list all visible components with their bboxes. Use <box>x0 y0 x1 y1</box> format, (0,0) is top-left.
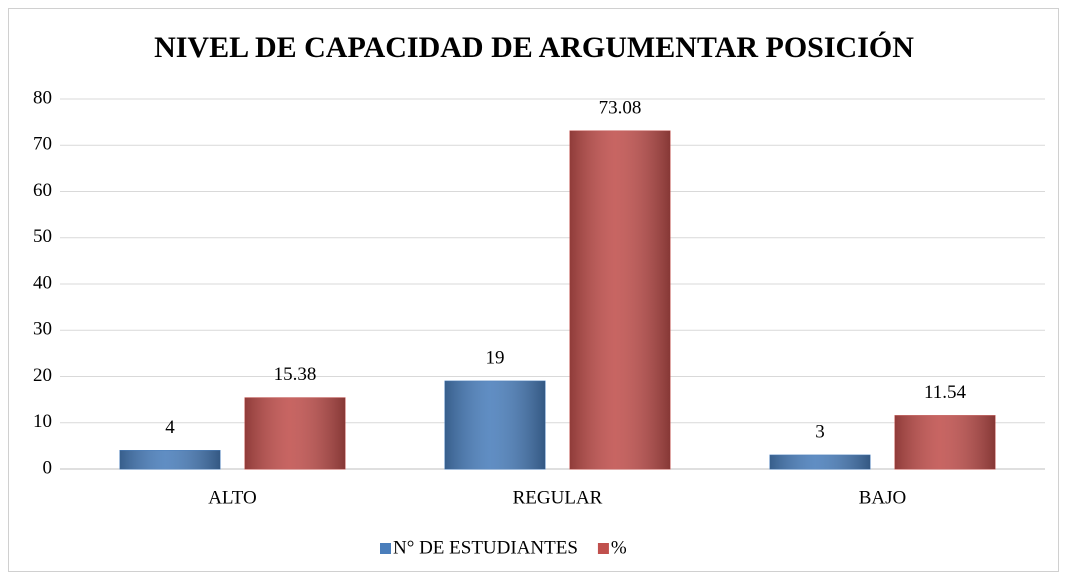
data-label: 19 <box>486 347 505 368</box>
data-label: 15.38 <box>274 364 317 385</box>
y-tick-label: 0 <box>43 457 53 478</box>
legend-swatch <box>380 543 391 554</box>
y-tick-label: 40 <box>33 272 52 293</box>
data-label: 3 <box>815 421 825 442</box>
bar-shine <box>570 131 670 469</box>
legend-label: N° DE ESTUDIANTES <box>393 537 578 558</box>
y-tick-label: 80 <box>33 87 52 108</box>
data-label: 4 <box>165 417 175 438</box>
y-tick-label: 30 <box>33 319 52 340</box>
legend-label: % <box>611 537 627 558</box>
bar-shine <box>445 381 545 469</box>
bar-shine <box>770 455 870 469</box>
y-tick-label: 60 <box>33 180 52 201</box>
y-tick-label: 10 <box>33 411 52 432</box>
bar-shine <box>120 450 220 469</box>
legend-swatch <box>597 543 609 554</box>
data-label: 11.54 <box>924 382 967 403</box>
chart-title: NIVEL DE CAPACIDAD DE ARGUMENTAR POSICIÓ… <box>154 31 914 64</box>
x-tick-label: REGULAR <box>513 487 603 508</box>
y-tick-label: 20 <box>33 365 52 386</box>
x-tick-label: ALTO <box>208 487 257 508</box>
chart-border <box>8 8 1059 572</box>
y-tick-label: 50 <box>33 226 52 247</box>
bar-shine <box>245 397 345 469</box>
bar-shine <box>895 415 995 469</box>
data-label: 73.08 <box>599 97 642 118</box>
x-tick-label: BAJO <box>859 487 907 508</box>
y-tick-label: 70 <box>33 134 52 155</box>
